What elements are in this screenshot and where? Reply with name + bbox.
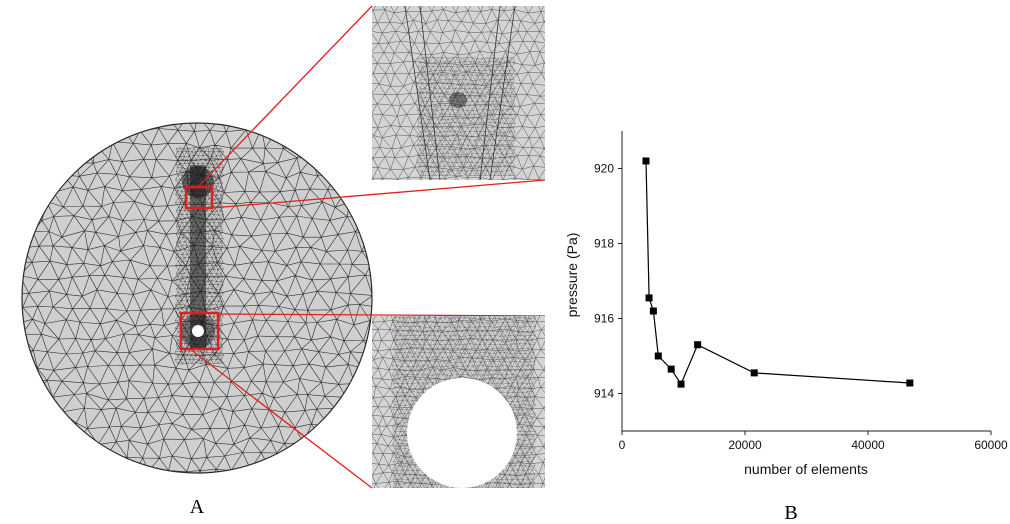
- connector-line: [189, 348, 373, 489]
- x-axis-label: number of elements: [744, 461, 868, 477]
- cylinder-hole: [192, 325, 204, 337]
- mesh-edges: [372, 6, 545, 180]
- convergence-chart: 914 916 918 920 0 20000 40000 60000 pressure (P…: [564, 131, 1008, 524]
- data-point: [694, 341, 702, 349]
- panel-label-a: A: [190, 496, 205, 518]
- data-point: [645, 294, 653, 302]
- refined-channel-mesh: [174, 147, 224, 365]
- y-tick-label: 918: [594, 237, 614, 251]
- data-point: [642, 157, 650, 165]
- mesh-edges: [404, 6, 431, 180]
- data-point: [906, 379, 914, 387]
- panel-label-b: B: [784, 502, 797, 524]
- data-point: [649, 307, 657, 315]
- x-tick-label: 60000: [974, 438, 1008, 452]
- x-tick-label: 20000: [728, 438, 762, 452]
- zoom-box-top: [184, 185, 214, 210]
- dense-mesh-core: [190, 165, 206, 350]
- data-point: [677, 380, 685, 388]
- mesh-panel: A: [21, 5, 546, 518]
- connector-line: [217, 313, 546, 317]
- y-tick-label: 914: [594, 387, 614, 401]
- data-point: [654, 352, 662, 360]
- zoom-box-bottom: [179, 311, 220, 351]
- y-axis-label: pressure (Pa): [564, 233, 580, 318]
- dense-mesh-tip: [182, 166, 214, 198]
- chart-series: [642, 157, 914, 388]
- series-line: [645, 160, 910, 386]
- mesh-edges: [419, 6, 441, 180]
- x-tick-label: 0: [619, 438, 626, 452]
- data-point: [667, 365, 675, 373]
- mesh-edges: [479, 6, 501, 180]
- zoom-inset-top-mesh: [372, 6, 545, 180]
- inset-cylinder: [407, 378, 517, 488]
- y-tick-label: 916: [594, 312, 614, 326]
- connector-line: [197, 5, 373, 188]
- data-point: [750, 369, 758, 377]
- y-tick-label: 920: [594, 162, 614, 176]
- x-tick-label: 40000: [851, 438, 885, 452]
- chart-axes: 914 916 918 920 0 20000 40000 60000: [594, 131, 1008, 452]
- connector-line: [211, 179, 546, 209]
- inset-tip-refinement: [449, 92, 467, 108]
- mesh-edges: [489, 6, 516, 180]
